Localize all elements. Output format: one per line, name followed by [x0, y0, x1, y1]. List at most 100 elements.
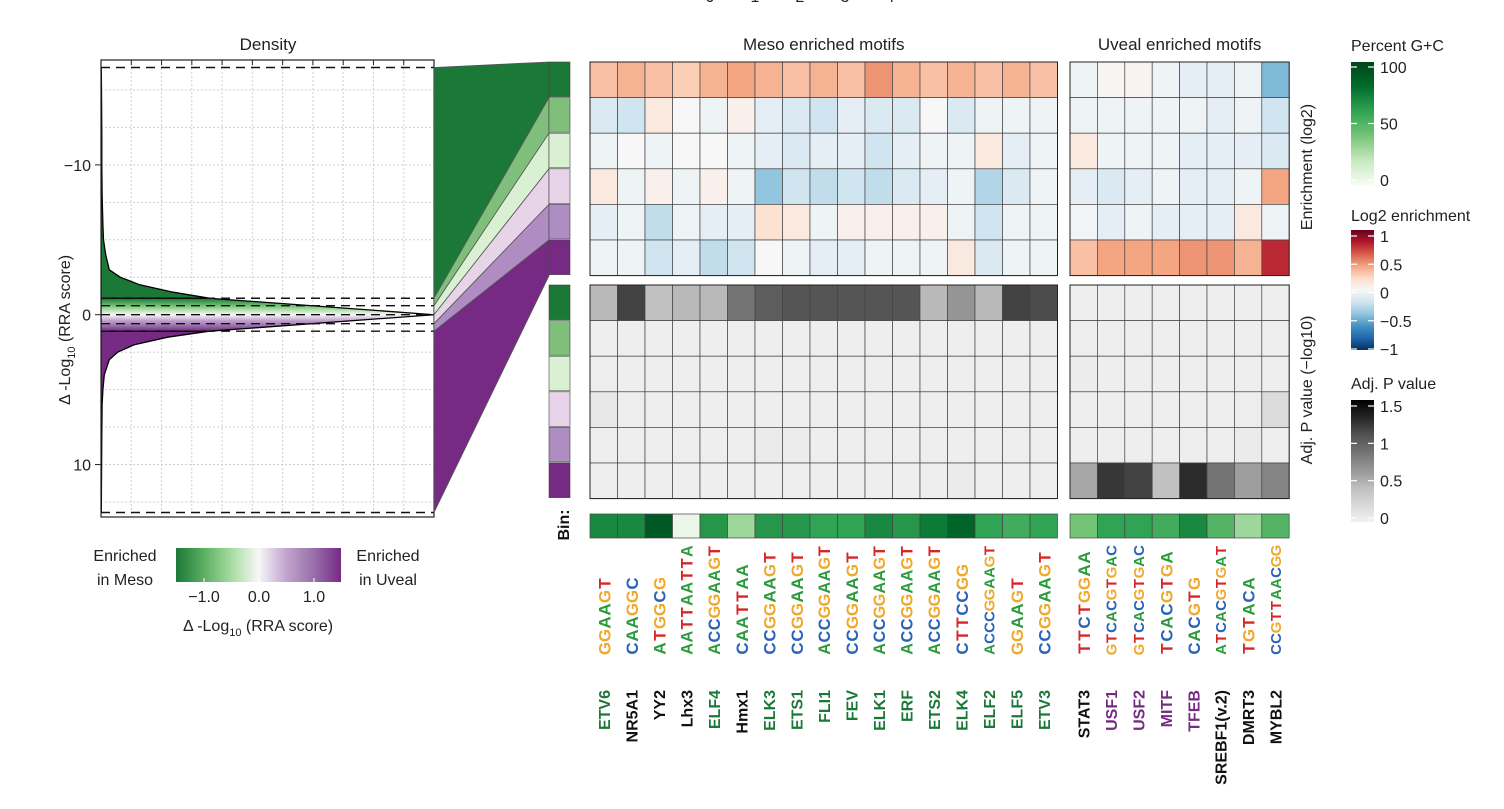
enrichment-cell [589, 132, 618, 170]
enrichment-cell [1029, 132, 1058, 170]
legend-tick-label: 0 [1380, 286, 1389, 303]
padj-cell [1124, 284, 1153, 321]
motif-logo-letter: G [788, 603, 807, 616]
motif-logo-letter: C [650, 590, 669, 602]
enrichment-cell [754, 97, 783, 134]
motif-logo-letter: A [816, 643, 834, 655]
motif-logo-letter: T [1131, 579, 1148, 588]
enrichment-cell [809, 61, 838, 98]
motif-logo-letter: G [788, 564, 807, 577]
motif-logo-letter: G [595, 642, 614, 655]
motif-logo-letter: A [706, 569, 724, 581]
motif-logo-letter: G [1035, 603, 1054, 616]
padj-cell [1069, 320, 1098, 357]
motif-logo-letter: G [623, 590, 642, 603]
motif-logo-letter: A [1240, 603, 1259, 615]
padj-cell [1097, 391, 1126, 428]
padj-cell [644, 320, 673, 357]
enrichment-cell [589, 204, 618, 241]
gc-cell [1179, 513, 1208, 539]
motif-logo-letter: A [871, 569, 889, 581]
padj-cell [1206, 427, 1235, 464]
enrichment-cell [1151, 168, 1180, 205]
padj-cell [864, 427, 893, 464]
gc-cell [672, 513, 701, 539]
enrichment-cell [1124, 239, 1153, 276]
bin-bar-enrichment [548, 97, 571, 133]
padj-cell [1002, 462, 1031, 499]
motif-logo-letter: A [816, 582, 834, 594]
motif-logo-letter: A [678, 545, 696, 557]
density-title: Density [240, 35, 297, 54]
motif-name-label: USF2 [1132, 690, 1149, 731]
enrichment-cell [1069, 239, 1098, 276]
motif-logo-letter: C [871, 631, 889, 643]
padj-cell [1124, 320, 1153, 357]
motif-logo-letter: C [953, 603, 972, 615]
bin-bar-padj [548, 284, 571, 320]
enrichment-cell [864, 168, 893, 205]
motif-logo-letter: G [1240, 629, 1259, 642]
motif-logo-letter: T [1240, 643, 1259, 654]
padj-frame [589, 284, 1058, 500]
motif-logo-letter: G [843, 616, 862, 629]
enrichment-cell [1206, 97, 1235, 134]
motif-logo-letter: G [1213, 567, 1230, 579]
enrichment-cell [864, 204, 893, 241]
enrichment-cell [617, 204, 646, 241]
enrichment-cell [617, 61, 646, 98]
padj-cell [1029, 462, 1058, 499]
motif-logo-letter: A [678, 631, 696, 643]
bin-bar-padj [548, 391, 571, 427]
density-ytick-label: 10 [73, 458, 91, 475]
motif-logo-letter: T [953, 630, 972, 641]
motif-logo-letter: C [843, 629, 862, 641]
enrichment-cell [1124, 97, 1153, 134]
enrichment-cell [754, 239, 783, 276]
legend-tick-label: 1 [1380, 229, 1389, 246]
motif-logo-letter: T [678, 607, 696, 617]
motif-name-label: Lhx3 [679, 690, 696, 727]
heatmap-panels: Meso enriched motifsGGAAGTETV6CAAGGCNR5A… [589, 35, 1290, 785]
padj-cell [837, 320, 866, 357]
enrichment-cell [947, 239, 976, 276]
enrichment-frame [589, 61, 1058, 277]
padj-cell [809, 320, 838, 357]
motif-logo-letter: G [1008, 629, 1027, 642]
padj-cell [1206, 355, 1235, 393]
motif-logo-letter: A [816, 569, 834, 581]
padj-cell [672, 427, 701, 464]
padj-cell [1124, 391, 1153, 428]
padj-cell [864, 284, 893, 321]
enrichment-cell [1261, 132, 1290, 170]
enrichment-cell [1261, 204, 1290, 241]
enrichment-cell [1234, 168, 1263, 205]
padj-cell [1261, 462, 1290, 499]
enrichment-cell [1179, 204, 1208, 241]
padj-cell [589, 462, 618, 499]
padj-cell [617, 462, 646, 499]
enrichment-cell [1097, 97, 1126, 134]
motif-logo-letter: T [1157, 643, 1176, 654]
enrichment-cell [1261, 168, 1290, 205]
enrichment-cell [1179, 168, 1208, 205]
motif-name-label: TFEB [1186, 690, 1203, 732]
padj-cell [727, 462, 756, 499]
enrichment-cell [1124, 132, 1153, 170]
padj-cell [699, 391, 728, 428]
padj-cell [754, 391, 783, 428]
motif-logo-letter: A [898, 643, 916, 655]
enrichment-cell [947, 132, 976, 170]
enrichment-cell [699, 168, 728, 205]
motif-logo-letter: A [1008, 603, 1027, 615]
padj-cell [919, 427, 948, 464]
padj-cell [809, 427, 838, 464]
motif-logo-letter: A [733, 564, 752, 576]
